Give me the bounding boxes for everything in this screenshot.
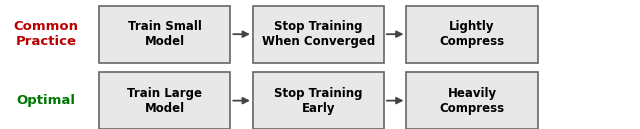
Bar bbox=[406, 72, 538, 129]
Text: Common
Practice: Common Practice bbox=[13, 20, 79, 48]
Bar bbox=[253, 72, 384, 129]
Bar bbox=[406, 6, 538, 63]
Text: Lightly
Compress: Lightly Compress bbox=[440, 20, 504, 48]
Text: Stop Training
Early: Stop Training Early bbox=[274, 87, 363, 115]
Bar bbox=[253, 6, 384, 63]
Text: Train Large
Model: Train Large Model bbox=[127, 87, 202, 115]
Bar bbox=[99, 72, 230, 129]
Text: Heavily
Compress: Heavily Compress bbox=[440, 87, 504, 115]
Text: Stop Training
When Converged: Stop Training When Converged bbox=[262, 20, 375, 48]
Bar bbox=[99, 6, 230, 63]
Text: Train Small
Model: Train Small Model bbox=[128, 20, 202, 48]
Text: Optimal: Optimal bbox=[17, 94, 76, 107]
